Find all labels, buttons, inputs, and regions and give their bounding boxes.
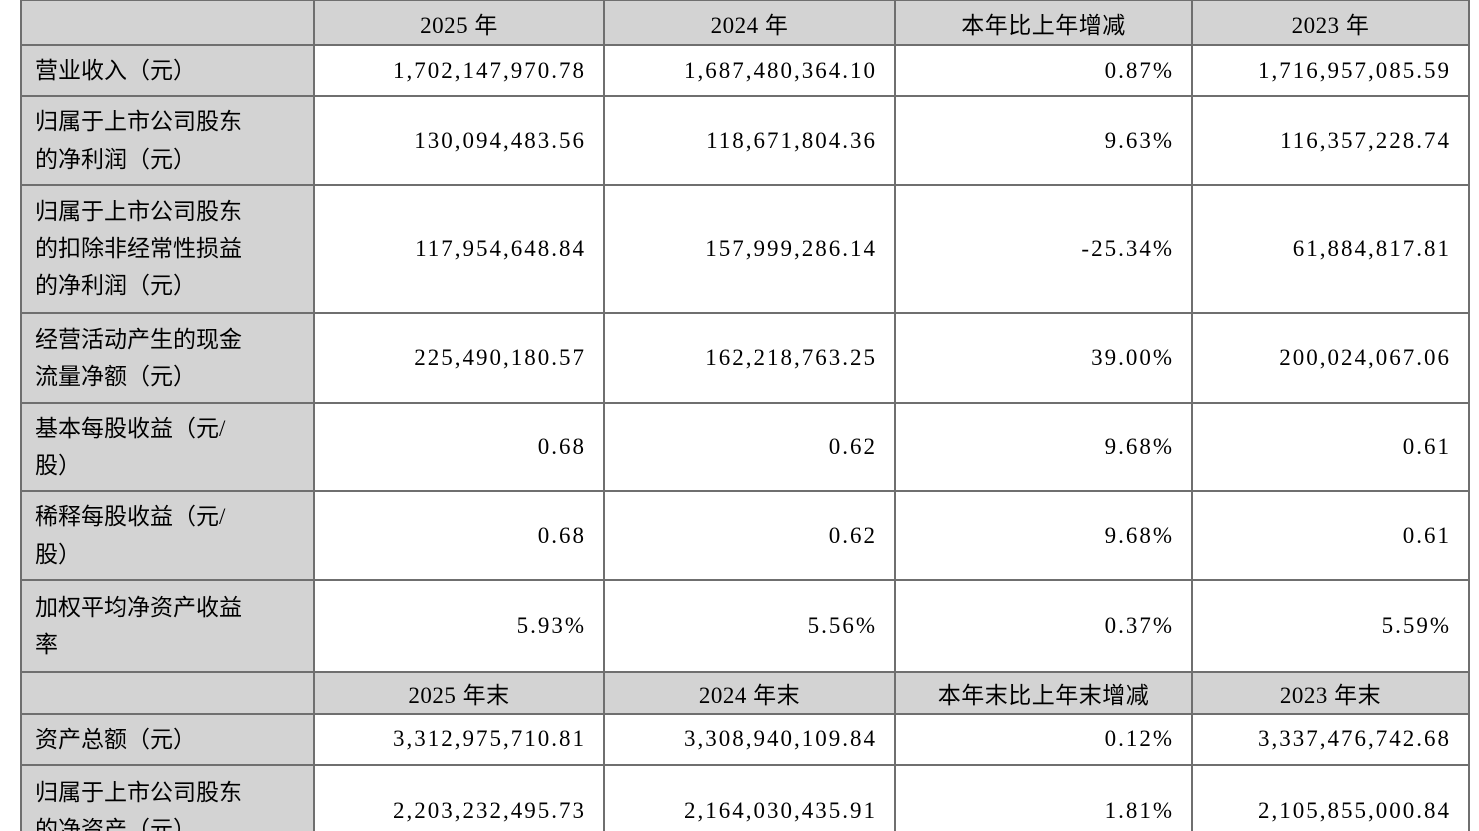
value-2023: 2,105,855,000.84: [1191, 764, 1470, 831]
value-2024: 0.62: [603, 401, 896, 493]
value-2025: 5.93%: [313, 578, 605, 673]
value-change: 0.37%: [894, 578, 1193, 673]
header-row-year-end: 2025 年末 2024 年末 本年末比上年末增减 2023 年末: [20, 670, 1470, 715]
value-2025: 0.68: [313, 490, 605, 581]
row-label: 资产总额（元）: [20, 712, 315, 767]
value-2025: 0.68: [313, 401, 605, 493]
value-2023: 0.61: [1191, 490, 1470, 581]
col-header-change-end: 本年末比上年末增减: [894, 670, 1193, 715]
row-label: 加权平均净资产收益 率: [20, 578, 315, 673]
col-header-2023-end: 2023 年末: [1191, 670, 1470, 715]
table-row-basic-eps: 基本每股收益（元/ 股） 0.68 0.62 9.68% 0.61: [20, 401, 1470, 493]
corner-cell: [20, 670, 315, 715]
value-2024: 5.56%: [603, 578, 896, 673]
value-change: 1.81%: [894, 764, 1193, 831]
value-2024: 3,308,940,109.84: [603, 712, 896, 767]
value-change: 0.12%: [894, 712, 1193, 767]
value-2025: 1,702,147,970.78: [313, 43, 605, 98]
row-label: 稀释每股收益（元/ 股）: [20, 490, 315, 581]
row-label: 经营活动产生的现金 流量净额（元）: [20, 311, 315, 404]
value-2024: 0.62: [603, 490, 896, 581]
value-2024: 2,164,030,435.91: [603, 764, 896, 831]
row-label: 归属于上市公司股东 的净利润（元）: [20, 95, 315, 186]
value-2025: 117,954,648.84: [313, 183, 605, 314]
value-change: 39.00%: [894, 311, 1193, 404]
value-2023: 61,884,817.81: [1191, 183, 1470, 314]
value-change: 9.68%: [894, 401, 1193, 493]
value-change: -25.34%: [894, 183, 1193, 314]
value-2023: 5.59%: [1191, 578, 1470, 673]
col-header-2023: 2023 年: [1191, 0, 1470, 46]
value-2025: 3,312,975,710.81: [313, 712, 605, 767]
value-2023: 116,357,228.74: [1191, 95, 1470, 186]
value-change: 0.87%: [894, 43, 1193, 98]
table-row-weighted-avg-roe: 加权平均净资产收益 率 5.93% 5.56% 0.37% 5.59%: [20, 578, 1470, 673]
table-row-net-profit: 归属于上市公司股东 的净利润（元） 130,094,483.56 118,671…: [20, 95, 1470, 186]
value-2023: 0.61: [1191, 401, 1470, 493]
row-label: 营业收入（元）: [20, 43, 315, 98]
col-header-2024: 2024 年: [603, 0, 896, 46]
col-header-2025-end: 2025 年末: [313, 670, 605, 715]
financial-summary-table: 2025 年 2024 年 本年比上年增减 2023 年 营业收入（元） 1,7…: [20, 0, 1470, 831]
col-header-2025: 2025 年: [313, 0, 605, 46]
value-2025: 2,203,232,495.73: [313, 764, 605, 831]
corner-cell: [20, 0, 315, 46]
row-label: 归属于上市公司股东 的扣除非经常性损益 的净利润（元）: [20, 183, 315, 314]
col-header-change: 本年比上年增减: [894, 0, 1193, 46]
table-row-revenue: 营业收入（元） 1,702,147,970.78 1,687,480,364.1…: [20, 43, 1470, 98]
value-2023: 200,024,067.06: [1191, 311, 1470, 404]
row-label: 基本每股收益（元/ 股）: [20, 401, 315, 493]
table-row-diluted-eps: 稀释每股收益（元/ 股） 0.68 0.62 9.68% 0.61: [20, 490, 1470, 581]
col-header-2024-end: 2024 年末: [603, 670, 896, 715]
table-row-operating-cash-flow: 经营活动产生的现金 流量净额（元） 225,490,180.57 162,218…: [20, 311, 1470, 404]
value-2025: 130,094,483.56: [313, 95, 605, 186]
table-row-net-assets: 归属于上市公司股东 的净资产（元） 2,203,232,495.73 2,164…: [20, 764, 1470, 831]
value-2024: 162,218,763.25: [603, 311, 896, 404]
value-2024: 118,671,804.36: [603, 95, 896, 186]
row-label: 归属于上市公司股东 的净资产（元）: [20, 764, 315, 831]
value-2024: 157,999,286.14: [603, 183, 896, 314]
header-row-annual: 2025 年 2024 年 本年比上年增减 2023 年: [20, 0, 1470, 46]
value-2025: 225,490,180.57: [313, 311, 605, 404]
table-row-net-profit-excl-nonrecurring: 归属于上市公司股东 的扣除非经常性损益 的净利润（元） 117,954,648.…: [20, 183, 1470, 314]
value-2024: 1,687,480,364.10: [603, 43, 896, 98]
value-2023: 3,337,476,742.68: [1191, 712, 1470, 767]
value-change: 9.63%: [894, 95, 1193, 186]
table-row-total-assets: 资产总额（元） 3,312,975,710.81 3,308,940,109.8…: [20, 712, 1470, 767]
value-change: 9.68%: [894, 490, 1193, 581]
value-2023: 1,716,957,085.59: [1191, 43, 1470, 98]
